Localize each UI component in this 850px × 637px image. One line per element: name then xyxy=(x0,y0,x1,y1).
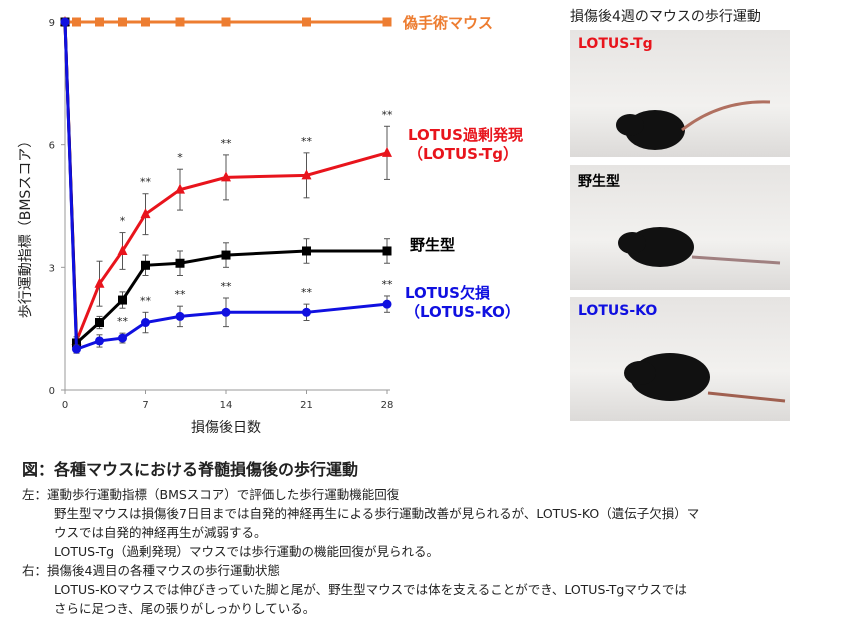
caption-left-head: 左：運動歩行運動指標（BMSスコア）で評価した歩行運動機能回復 xyxy=(22,487,400,502)
significance-label: ** xyxy=(221,137,233,150)
x-tick-label: 7 xyxy=(142,400,148,411)
x-tick-label: 14 xyxy=(220,400,233,411)
x-tick-label: 28 xyxy=(381,400,394,411)
photo-lotus-ko: LOTUS-KO xyxy=(570,297,790,421)
significance-label: ** xyxy=(221,280,233,293)
legend-lotus-ko: LOTUS欠損 （LOTUS-KO） xyxy=(405,284,520,322)
figure-caption: 図：各種マウスにおける脊髄損傷後の歩行運動 左：運動歩行運動指標（BMSスコア）… xyxy=(22,460,699,618)
caption-right-l1: LOTUS-KOマウスでは伸びきっていた脚と尾が、野生型マウスでは体を支えること… xyxy=(54,582,687,597)
data-point xyxy=(221,17,231,27)
data-point xyxy=(140,208,151,219)
y-tick-label: 9 xyxy=(49,18,55,29)
data-point xyxy=(302,307,311,317)
photo-lotus-tg: LOTUS-Tg xyxy=(570,30,790,157)
caption-left-l2: ウスでは自発的神経再生が減弱する。 xyxy=(54,525,267,540)
data-point xyxy=(95,318,104,328)
photo-wildtype: 野生型 xyxy=(570,165,790,290)
legend-lotus-tg: LOTUS過剰発現 （LOTUS-Tg） xyxy=(408,126,523,164)
significance-label: * xyxy=(120,215,126,228)
significance-label: ** xyxy=(140,294,152,307)
legend-lotus-tg-line1: LOTUS過剰発現 xyxy=(408,126,523,144)
data-point xyxy=(301,169,312,180)
caption-title: 図：各種マウスにおける脊髄損傷後の歩行運動 xyxy=(22,460,359,479)
photos-title: 損傷後4週のマウスの歩行運動 xyxy=(570,9,761,25)
photo-label: LOTUS-Tg xyxy=(578,36,653,52)
data-point xyxy=(302,17,311,27)
data-point xyxy=(382,299,392,309)
y-axis-title: 歩行運動指標（BMSスコア） xyxy=(18,134,34,319)
photo-label: 野生型 xyxy=(578,174,620,190)
data-point xyxy=(221,171,231,182)
data-point xyxy=(118,295,127,305)
data-point xyxy=(118,333,127,343)
caption-left-l1: 野生型マウスは損傷後7日目までは自発的神経再生による歩行運動改善が見られるが、L… xyxy=(54,506,700,521)
mouse-image xyxy=(616,100,771,150)
data-point xyxy=(382,17,392,27)
significance-label: ** xyxy=(301,286,313,299)
data-point xyxy=(382,246,392,256)
data-point xyxy=(382,146,392,157)
significance-label: ** xyxy=(175,288,187,301)
data-point xyxy=(302,246,311,256)
data-point xyxy=(175,311,185,321)
data-point xyxy=(221,307,231,317)
data-point xyxy=(60,17,70,27)
legend-wildtype: 野生型 xyxy=(410,236,456,254)
data-point xyxy=(141,260,150,270)
significance-label: * xyxy=(177,151,183,164)
y-tick-label: 6 xyxy=(49,141,55,152)
data-point xyxy=(94,277,105,288)
x-axis-title: 損傷後日数 xyxy=(191,420,261,436)
data-point xyxy=(221,250,231,260)
data-point xyxy=(175,183,185,194)
data-point xyxy=(117,244,128,255)
data-point xyxy=(141,17,150,27)
significance-label: ** xyxy=(382,278,394,291)
data-point xyxy=(95,336,104,346)
legend-lotus-tg-line2: （LOTUS-Tg） xyxy=(408,145,518,163)
data-point xyxy=(95,17,104,27)
significance-label: ** xyxy=(382,108,394,121)
significance-label: ** xyxy=(117,315,129,328)
data-point xyxy=(175,17,185,27)
caption-left-l3: LOTUS-Tg（過剰発現）マウスでは歩行運動の機能回復が見られる。 xyxy=(54,544,440,559)
y-tick-label: 3 xyxy=(49,263,55,274)
x-tick-label: 0 xyxy=(62,400,68,411)
legend-sham: 偽手術マウス xyxy=(403,14,494,32)
caption-right-head: 右：損傷後4週目の各種マウスの歩行運動状態 xyxy=(22,563,280,578)
data-point xyxy=(175,258,185,268)
y-tick-label: 0 xyxy=(49,386,55,397)
data-point xyxy=(118,17,127,27)
significance-label: ** xyxy=(301,135,313,148)
mouse-image xyxy=(624,353,786,403)
mouse-image xyxy=(618,227,781,267)
legend-lotus-ko-line1: LOTUS欠損 xyxy=(405,284,490,302)
data-point xyxy=(72,17,81,27)
data-point xyxy=(72,344,81,354)
caption-right-l2: さらに足つき、尾の張りがしっかりしている。 xyxy=(54,601,316,616)
data-point xyxy=(141,318,150,328)
photo-label: LOTUS-KO xyxy=(578,303,658,319)
significance-label: ** xyxy=(140,176,152,189)
legend-lotus-ko-line2: （LOTUS-KO） xyxy=(405,303,520,321)
x-tick-label: 21 xyxy=(300,400,313,411)
